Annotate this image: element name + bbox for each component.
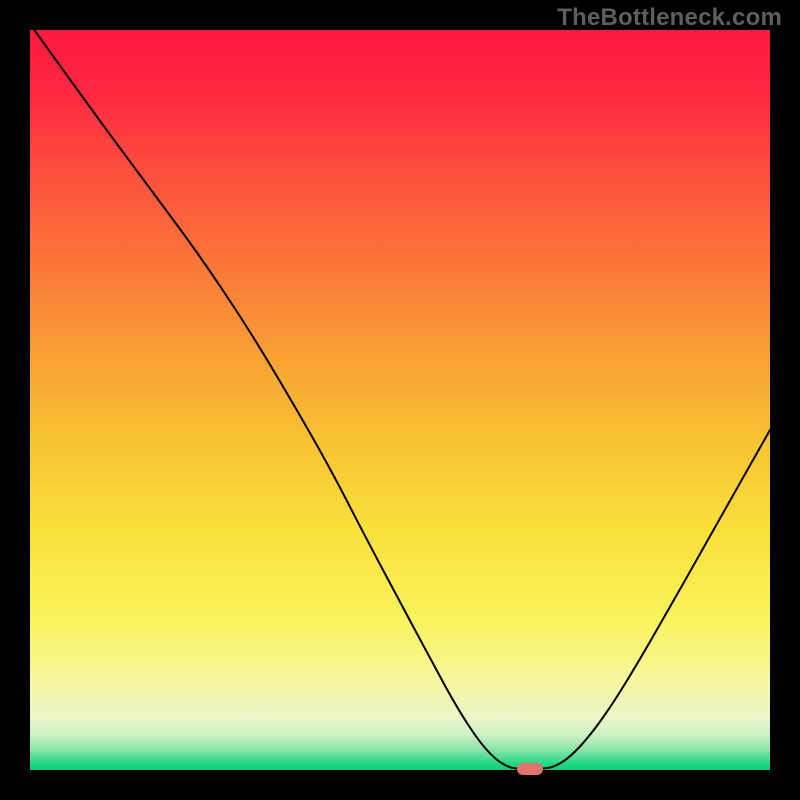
chart-container: { "canvas": { "width": 800, "height": 80…: [0, 0, 800, 800]
optimal-marker: [517, 763, 543, 775]
watermark-text: TheBottleneck.com: [557, 4, 782, 32]
plot-area: [30, 30, 770, 770]
bottleneck-chart: [0, 0, 800, 800]
